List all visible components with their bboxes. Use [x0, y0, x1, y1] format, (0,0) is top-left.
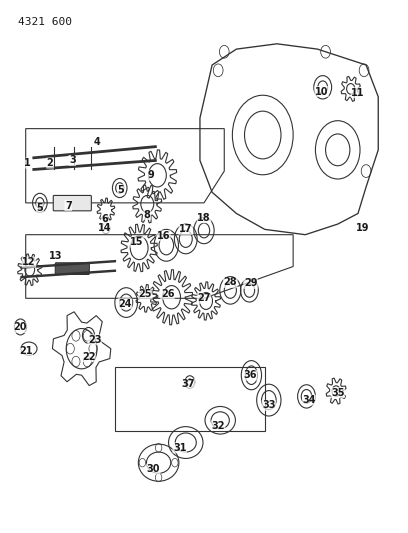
Text: 11: 11: [351, 87, 365, 98]
Text: 29: 29: [244, 278, 257, 288]
Text: 1: 1: [24, 158, 31, 168]
Text: 13: 13: [49, 251, 63, 261]
Text: 16: 16: [157, 231, 170, 241]
Text: 27: 27: [197, 293, 211, 303]
Text: 2: 2: [47, 158, 53, 168]
Text: 21: 21: [19, 346, 33, 357]
Text: 18: 18: [197, 213, 211, 223]
Text: 28: 28: [224, 277, 237, 287]
Text: 5: 5: [118, 184, 124, 195]
Text: 24: 24: [118, 298, 132, 309]
Text: 23: 23: [88, 335, 101, 345]
Text: 5: 5: [36, 203, 43, 213]
Text: 30: 30: [146, 464, 160, 474]
Text: 32: 32: [211, 421, 225, 431]
Text: 9: 9: [148, 171, 155, 180]
Text: 3: 3: [69, 156, 75, 165]
Text: 6: 6: [101, 214, 108, 224]
Text: 14: 14: [98, 223, 111, 233]
Text: 35: 35: [331, 387, 344, 398]
Text: 31: 31: [173, 443, 186, 453]
Text: 7: 7: [65, 200, 72, 211]
Text: 25: 25: [138, 289, 152, 299]
FancyBboxPatch shape: [53, 196, 91, 211]
Text: 4: 4: [93, 137, 100, 147]
Text: 15: 15: [131, 237, 144, 247]
Text: 33: 33: [262, 400, 275, 410]
Text: 12: 12: [22, 257, 35, 267]
Text: 4321 600: 4321 600: [18, 17, 71, 27]
Text: 22: 22: [82, 352, 95, 361]
Text: 20: 20: [13, 322, 27, 333]
Text: 37: 37: [181, 379, 195, 389]
Text: 36: 36: [244, 370, 257, 380]
Text: 26: 26: [161, 289, 174, 299]
Text: 17: 17: [179, 224, 193, 235]
Text: 10: 10: [315, 86, 328, 96]
FancyBboxPatch shape: [55, 263, 89, 274]
Text: 8: 8: [144, 209, 151, 220]
Text: 19: 19: [356, 223, 370, 233]
Text: 34: 34: [303, 395, 316, 405]
